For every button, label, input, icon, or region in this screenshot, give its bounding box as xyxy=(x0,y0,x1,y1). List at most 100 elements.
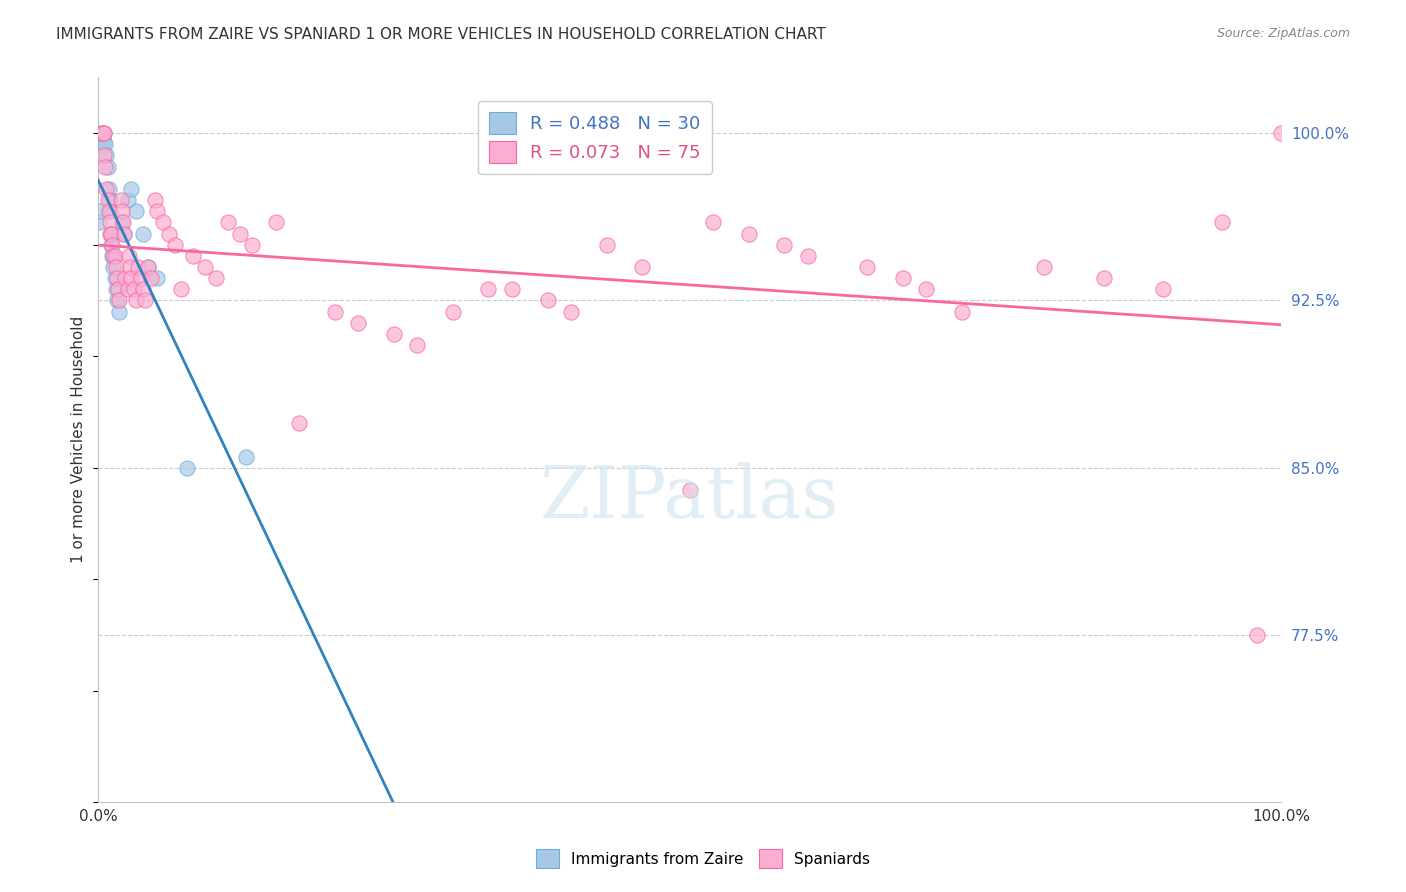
Point xyxy=(915,282,938,296)
Point xyxy=(90,126,112,140)
Point xyxy=(163,237,186,252)
Point xyxy=(205,271,228,285)
Point xyxy=(93,148,115,162)
Point xyxy=(107,282,129,296)
Point xyxy=(101,249,124,263)
Text: ZIPatlas: ZIPatlas xyxy=(540,462,839,533)
Point xyxy=(631,260,654,274)
Point xyxy=(125,293,148,308)
Point xyxy=(141,271,163,285)
Point xyxy=(125,204,148,219)
Point xyxy=(157,227,180,241)
Point xyxy=(560,304,582,318)
Point xyxy=(406,338,429,352)
Point xyxy=(170,282,193,296)
Point xyxy=(98,215,121,229)
Point xyxy=(108,293,131,308)
Point xyxy=(146,204,169,219)
Point xyxy=(122,282,145,296)
Point xyxy=(96,193,118,207)
Point xyxy=(127,260,149,274)
Point xyxy=(501,282,523,296)
Point xyxy=(323,304,346,318)
Text: Source: ZipAtlas.com: Source: ZipAtlas.com xyxy=(1216,27,1350,40)
Point xyxy=(96,160,118,174)
Point xyxy=(240,237,263,252)
Point xyxy=(104,249,127,263)
Point xyxy=(193,260,215,274)
Point xyxy=(97,182,120,196)
Point xyxy=(152,215,174,229)
Point xyxy=(111,215,134,229)
Point xyxy=(89,215,111,229)
Point xyxy=(347,316,370,330)
Text: 0.0%: 0.0% xyxy=(79,809,118,824)
Y-axis label: 1 or more Vehicles in Household: 1 or more Vehicles in Household xyxy=(72,316,86,564)
Point xyxy=(104,282,127,296)
Point xyxy=(117,282,139,296)
Point xyxy=(288,416,311,430)
Point xyxy=(96,148,118,162)
Point xyxy=(176,460,198,475)
Point xyxy=(596,237,619,252)
Point xyxy=(136,260,159,274)
Point xyxy=(132,227,155,241)
Point xyxy=(118,260,141,274)
Point xyxy=(97,204,120,219)
Point xyxy=(94,160,117,174)
Point xyxy=(93,135,115,149)
Point xyxy=(891,271,914,285)
Point xyxy=(90,126,112,140)
Point xyxy=(1152,282,1174,296)
Point xyxy=(100,237,122,252)
Point xyxy=(181,249,204,263)
Point xyxy=(146,271,169,285)
Point xyxy=(129,271,152,285)
Point xyxy=(678,483,700,497)
Point xyxy=(773,237,796,252)
Point xyxy=(93,126,115,140)
Point xyxy=(536,293,558,308)
Point xyxy=(98,227,121,241)
Point xyxy=(134,293,156,308)
Point xyxy=(98,204,121,219)
Point xyxy=(112,227,135,241)
Legend: Immigrants from Zaire, Spaniards: Immigrants from Zaire, Spaniards xyxy=(529,841,877,875)
Point xyxy=(136,260,159,274)
Point xyxy=(738,227,761,241)
Point xyxy=(105,293,128,308)
Point xyxy=(112,227,135,241)
Point xyxy=(118,249,141,263)
Point xyxy=(120,182,142,196)
Point xyxy=(950,304,973,318)
Point xyxy=(382,326,405,341)
Legend: R = 0.488   N = 30, R = 0.073   N = 75: R = 0.488 N = 30, R = 0.073 N = 75 xyxy=(478,101,711,174)
Point xyxy=(132,282,155,296)
Point xyxy=(104,260,127,274)
Point xyxy=(264,215,287,229)
Point xyxy=(1092,271,1115,285)
Point xyxy=(477,282,499,296)
Point xyxy=(91,130,114,145)
Point xyxy=(105,271,128,285)
Point xyxy=(103,249,125,263)
Point xyxy=(1211,215,1233,229)
Text: 100.0%: 100.0% xyxy=(1253,809,1310,824)
Point xyxy=(143,193,166,207)
Point xyxy=(98,193,121,207)
Point xyxy=(100,227,122,241)
Text: IMMIGRANTS FROM ZAIRE VS SPANIARD 1 OR MORE VEHICLES IN HOUSEHOLD CORRELATION CH: IMMIGRANTS FROM ZAIRE VS SPANIARD 1 OR M… xyxy=(56,27,825,42)
Point xyxy=(96,182,118,196)
Point xyxy=(856,260,879,274)
Point xyxy=(702,215,724,229)
Point xyxy=(89,204,111,219)
Point xyxy=(91,126,114,140)
Point xyxy=(441,304,464,318)
Point xyxy=(120,271,142,285)
Point xyxy=(103,260,125,274)
Point xyxy=(104,271,127,285)
Point xyxy=(114,271,136,285)
Point xyxy=(217,215,239,229)
Point xyxy=(229,227,252,241)
Point xyxy=(111,215,134,229)
